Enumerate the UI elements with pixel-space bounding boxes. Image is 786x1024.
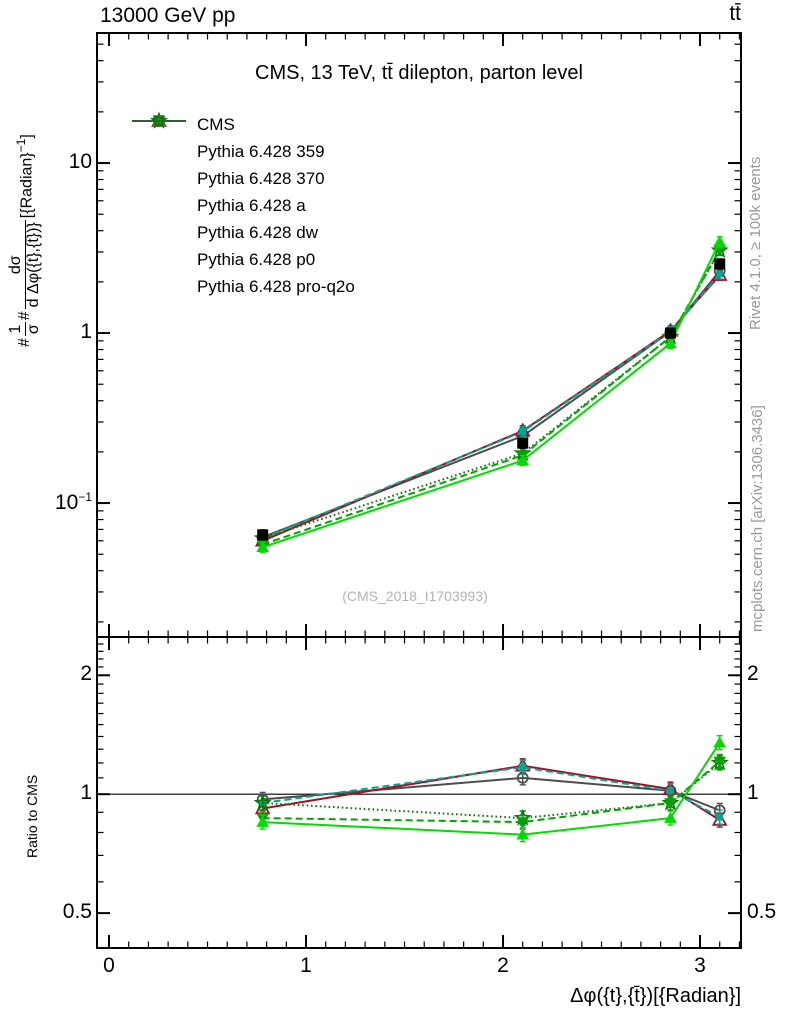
- data-marker: [257, 529, 269, 541]
- data-marker: [713, 235, 727, 247]
- legend-marker-dw-icon: [131, 116, 187, 243]
- data-marker: [716, 270, 724, 278]
- legend-item-pythia-359: Pythia 6.428 359: [131, 117, 355, 165]
- x-axis-label: Δφ({t},{t̄})[{Radian}]: [570, 985, 741, 1007]
- legend-label: Pythia 6.428 370: [197, 168, 325, 188]
- ratio-panel-frame: [96, 636, 742, 949]
- data-marker: [664, 327, 676, 339]
- main-y-tick-label: 1: [80, 320, 92, 344]
- legend-marker-a-icon: [131, 114, 187, 216]
- rivet-version-note: Rivet 4.1.0, ≥ 100k events: [747, 156, 764, 330]
- x-tick-label: 2: [497, 954, 509, 977]
- x-tick-label: 0: [103, 954, 115, 977]
- data-marker: [664, 811, 677, 823]
- ylabel-unit: [{Radian}−1]: [14, 134, 36, 219]
- data-marker: [716, 813, 724, 821]
- ratio-y-tick-label-left: 1: [80, 781, 92, 805]
- series-pythia-6-428-pro-q2o: [253, 240, 729, 826]
- ratio-y-tick-label-left: 0.5: [62, 900, 92, 924]
- legend-item-pythia-370: Pythia 6.428 370: [131, 112, 355, 192]
- data-marker: [666, 787, 674, 795]
- data-marker: [664, 336, 677, 349]
- data-marker: [149, 111, 169, 129]
- plot-title: CMS, 13 TeV, tt̄ dilepton, parton level: [255, 62, 583, 84]
- data-marker: [714, 258, 726, 270]
- legend-label: Pythia 6.428 dw: [197, 222, 318, 242]
- legend-label: Pythia 6.428 p0: [197, 249, 316, 269]
- data-marker: [519, 428, 527, 436]
- x-tick-label: 3: [694, 954, 706, 977]
- series-line: [262, 241, 721, 549]
- data-marker: [713, 756, 727, 768]
- data-marker: [253, 793, 272, 811]
- legend-item-pythia-dw: Pythia 6.428 dw: [131, 116, 355, 246]
- data-marker: [517, 437, 529, 449]
- analysis-id-watermark: (CMS_2018_I1703993): [342, 588, 488, 604]
- legend-swatch-svg: [132, 111, 186, 129]
- series-pythia-6-428-370: [254, 266, 728, 828]
- legend-marker-p0-icon: [131, 115, 187, 270]
- legend-marker-370-icon: [131, 112, 187, 189]
- beam-energy-label: 13000 GeV pp: [100, 4, 236, 27]
- ratio-y-tick-label-left: 2: [80, 662, 92, 686]
- data-marker: [516, 828, 530, 840]
- ylabel-mid: #: [16, 311, 34, 321]
- legend: CMS Pythia 6.428 359 Pythia 6.428 370 Py…: [131, 111, 355, 300]
- legend-marker-pro-q2o-icon: [131, 111, 187, 297]
- x-tick-label: 1: [300, 954, 312, 977]
- data-marker: [519, 763, 527, 771]
- series-pythia-6-428-a: [256, 235, 727, 843]
- series-pythia-6-428-359: [259, 268, 724, 825]
- main-y-tick-label: 10−1: [54, 490, 92, 515]
- series-line: [262, 273, 721, 540]
- data-marker: [664, 798, 677, 810]
- legend-marker-359-icon: [131, 117, 187, 162]
- data-marker: [256, 540, 269, 553]
- mcplots-arxiv-note: mcplots.cern.ch [arXiv:1306.3436]: [749, 405, 766, 632]
- series-line: [262, 742, 721, 836]
- series-cms: [257, 258, 726, 541]
- process-label: tt̄: [729, 2, 741, 25]
- ylabel-fraction-2: dσ d Δφ({t},{t̄})}: [7, 220, 42, 310]
- legend-item-pythia-p0: Pythia 6.428 p0: [131, 115, 355, 273]
- legend-label: Pythia 6.428 a: [197, 195, 306, 215]
- series-line: [262, 760, 721, 824]
- data-marker: [516, 453, 530, 466]
- data-marker: [713, 736, 727, 748]
- data-marker: [516, 817, 530, 829]
- series-pythia-6-428-dw: [256, 244, 727, 830]
- series-line: [262, 274, 721, 542]
- series-line: [262, 270, 721, 539]
- legend-label: Pythia 6.428 359: [197, 141, 325, 161]
- ratio-y-tick-label-right: 1: [747, 781, 759, 805]
- ratio-y-tick-label-right: 0.5: [747, 900, 777, 924]
- legend-item-pythia-a: Pythia 6.428 a: [131, 114, 355, 219]
- legend-label: Pythia 6.428 pro-q2o: [197, 276, 355, 296]
- series-line: [262, 776, 721, 812]
- series-line: [262, 249, 721, 546]
- main-y-tick-label: 10: [68, 150, 92, 174]
- data-marker: [256, 815, 269, 827]
- legend-item-pythia-pro-q2o: Pythia 6.428 pro-q2o: [131, 111, 355, 300]
- ratio-y-tick-label-right: 2: [747, 662, 759, 686]
- legend-label: CMS: [197, 114, 235, 134]
- series-line: [262, 766, 721, 818]
